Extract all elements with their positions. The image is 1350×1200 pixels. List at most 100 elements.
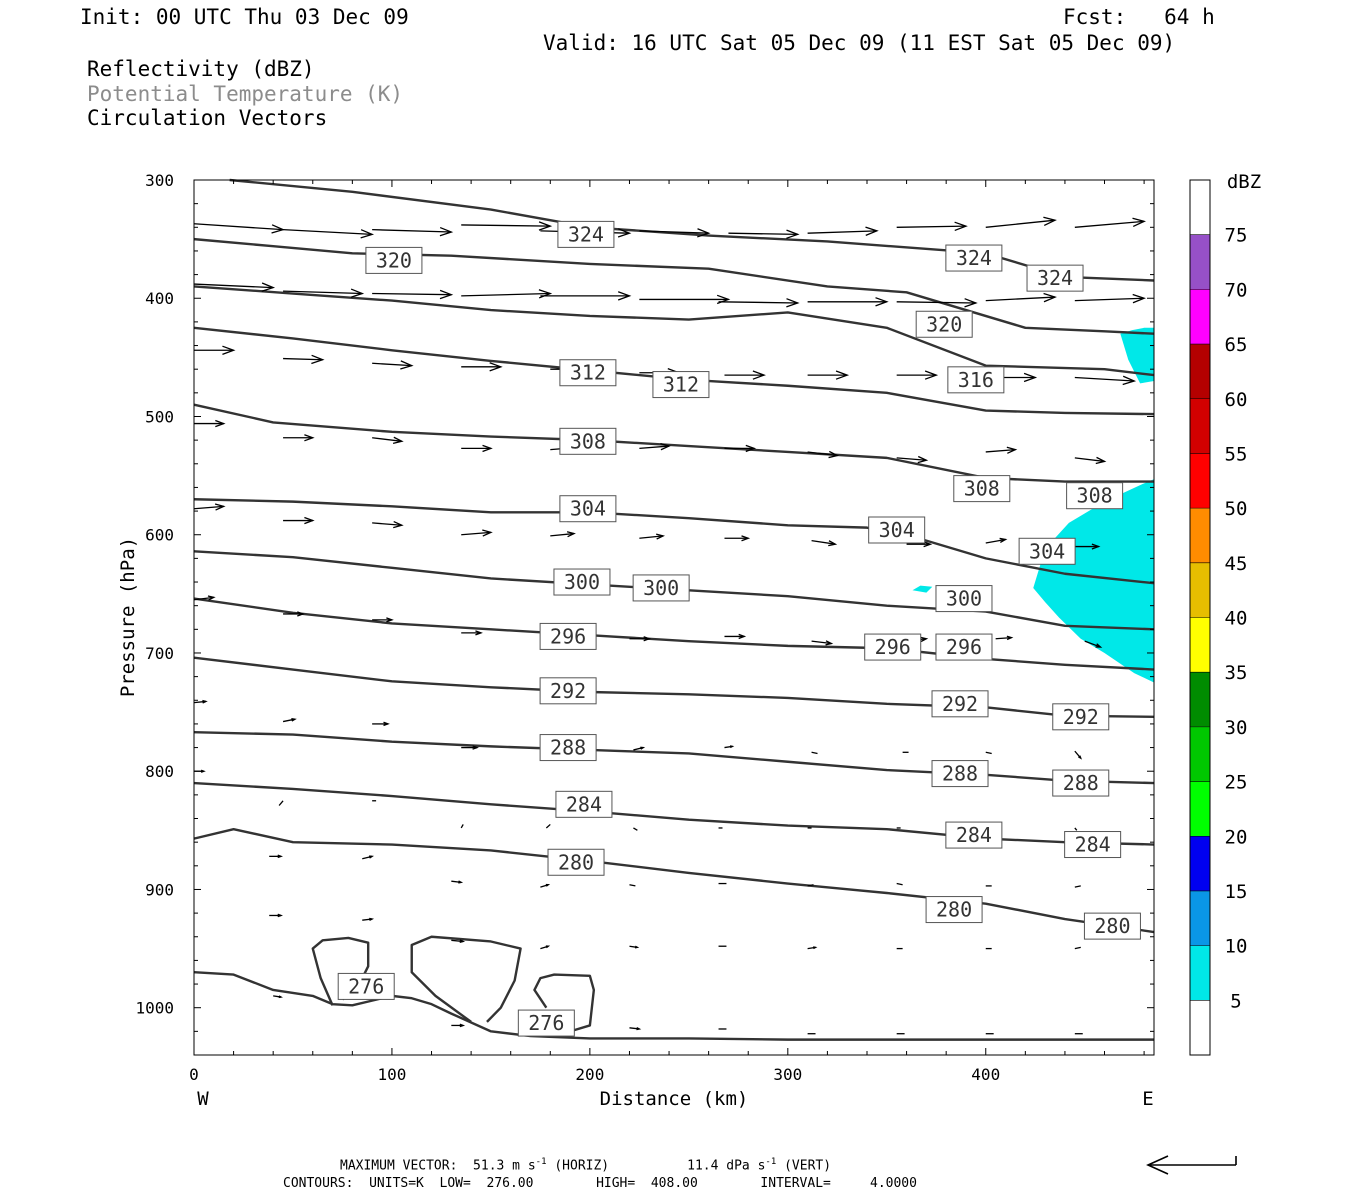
theta-contour-layer xyxy=(193,178,1155,1041)
circulation-vector-46 xyxy=(372,520,404,529)
circulation-vector-90 xyxy=(540,883,551,888)
circulation-vector-66 xyxy=(282,717,297,723)
theta-label-1: 320 xyxy=(365,246,423,274)
svg-text:276: 276 xyxy=(348,974,384,998)
svg-text:304: 304 xyxy=(1029,539,1065,563)
colorbar-label-10: 55 xyxy=(1225,443,1248,465)
theta-label-28: 284 xyxy=(1064,831,1122,859)
svg-text:312: 312 xyxy=(663,373,699,397)
colorbar-swatch-4 xyxy=(1190,781,1210,837)
theta-label-18: 296 xyxy=(864,633,922,661)
colorbar-swatch-8 xyxy=(1190,562,1210,618)
y-tick-label-4: 700 xyxy=(145,644,174,663)
theta-label-2: 324 xyxy=(945,244,1003,272)
circulation-vector-91 xyxy=(629,884,636,887)
theta-label-30: 280 xyxy=(925,896,983,924)
circulation-vector-17 xyxy=(718,298,800,308)
reflectivity-region-1 xyxy=(1033,479,1154,683)
circulation-vector-47 xyxy=(461,529,493,537)
reflectivity-layer xyxy=(912,327,1154,683)
circulation-vector-68 xyxy=(461,745,479,750)
svg-text:296: 296 xyxy=(875,635,911,659)
theta-label-15: 300 xyxy=(632,574,690,602)
circulation-vector-52 xyxy=(906,541,933,548)
circulation-vector-29 xyxy=(807,370,850,380)
theta-label-19: 296 xyxy=(935,633,993,661)
circulation-vector-18 xyxy=(807,297,889,307)
theta-label-13: 304 xyxy=(1018,537,1076,565)
circulation-vector-67 xyxy=(372,721,390,727)
axis-ticks: 0 100 200 300 400 300 400 500 600 700 800 900 1000 xyxy=(135,171,1154,1084)
svg-text:288: 288 xyxy=(942,762,978,786)
legend-potential-temperature: Potential Temperature (K) xyxy=(87,82,404,106)
svg-text:316: 316 xyxy=(958,368,994,392)
theta-label-0: 324 xyxy=(557,220,615,248)
circulation-vector-61 xyxy=(811,640,834,646)
circulation-vector-9 xyxy=(985,216,1057,228)
vector-layer xyxy=(193,216,1146,1035)
valid-time: Valid: 16 UTC Sat 05 Dec 09 (11 EST Sat … xyxy=(543,31,1176,55)
circulation-vector-54 xyxy=(1074,543,1101,550)
circulation-vector-96 xyxy=(1074,885,1081,888)
circulation-vector-106 xyxy=(1074,946,1081,950)
theta-label-17: 296 xyxy=(539,622,597,650)
theta-contour-276-14 xyxy=(410,935,522,1023)
circulation-vector-10 xyxy=(1074,217,1146,228)
theta-label-9: 308 xyxy=(953,475,1011,503)
x-left-direction: W xyxy=(197,1088,209,1110)
circulation-vector-70 xyxy=(633,746,646,751)
circulation-vector-28 xyxy=(724,370,766,380)
circulation-vector-0 xyxy=(193,223,285,234)
theta-contour-308-4 xyxy=(193,403,1154,483)
theta-contour-276-12 xyxy=(193,971,1154,1041)
theta-label-10: 308 xyxy=(1066,482,1124,510)
svg-text:300: 300 xyxy=(946,587,982,611)
init-time: Init: 00 UTC Thu 03 Dec 09 xyxy=(80,5,409,29)
y-tick-label-7: 1000 xyxy=(135,999,174,1018)
circulation-vector-101 xyxy=(629,945,640,949)
circulation-vector-89 xyxy=(451,880,464,884)
svg-text:320: 320 xyxy=(926,312,962,336)
theta-contour-292-8 xyxy=(193,656,1155,719)
theta-label-21: 292 xyxy=(931,690,989,718)
svg-text:308: 308 xyxy=(570,429,606,453)
theta-label-29: 280 xyxy=(547,848,605,876)
circulation-vector-11 xyxy=(193,282,276,292)
circulation-vector-99 xyxy=(451,939,466,944)
forecast-hour: Fcst: 64 h xyxy=(1063,5,1215,29)
circulation-vector-56 xyxy=(283,611,305,617)
y-tick-label-1: 400 xyxy=(145,289,174,308)
theta-label-6: 312 xyxy=(652,371,710,399)
colorbar-title: dBZ xyxy=(1227,171,1261,193)
x-tick-label-3: 300 xyxy=(773,1065,802,1084)
circulation-vector-87 xyxy=(269,854,283,859)
theta-label-16: 300 xyxy=(935,585,993,613)
colorbar-label-2: 15 xyxy=(1225,881,1248,903)
circulation-vector-30 xyxy=(896,370,939,380)
circulation-vector-36 xyxy=(461,444,493,453)
circulation-vector-7 xyxy=(807,226,879,236)
circulation-vector-100 xyxy=(540,945,551,950)
circulation-vector-86 xyxy=(1074,827,1078,831)
svg-text:292: 292 xyxy=(1063,705,1099,729)
circulation-vector-34 xyxy=(283,434,315,442)
y-axis-title: Pressure (hPa) xyxy=(117,537,139,697)
circulation-vector-93 xyxy=(807,884,814,887)
theta-contour-304-5 xyxy=(193,498,1155,585)
circulation-vector-14 xyxy=(461,289,553,299)
circulation-vector-58 xyxy=(461,630,483,636)
colorbar-swatch-11 xyxy=(1190,398,1210,454)
colorbar-label-1: 10 xyxy=(1225,936,1248,958)
theta-label-32: 276 xyxy=(337,972,395,1000)
theta-label-4: 320 xyxy=(915,310,973,338)
circulation-vector-94 xyxy=(896,882,903,886)
circulation-vector-24 xyxy=(372,360,414,370)
theta-contour-276-15 xyxy=(533,973,596,1033)
circulation-vector-16 xyxy=(639,294,731,305)
theta-label-layer: 324 320 324 324 320 312 312 316 308 308 308 304 304 3… xyxy=(337,220,1141,1037)
colorbar-swatch-7 xyxy=(1190,617,1210,673)
legend-reflectivity: Reflectivity (dBZ) xyxy=(87,57,315,81)
circulation-vector-88 xyxy=(362,855,374,860)
colorbar-label-3: 20 xyxy=(1225,826,1248,848)
circulation-vector-41 xyxy=(896,455,929,464)
